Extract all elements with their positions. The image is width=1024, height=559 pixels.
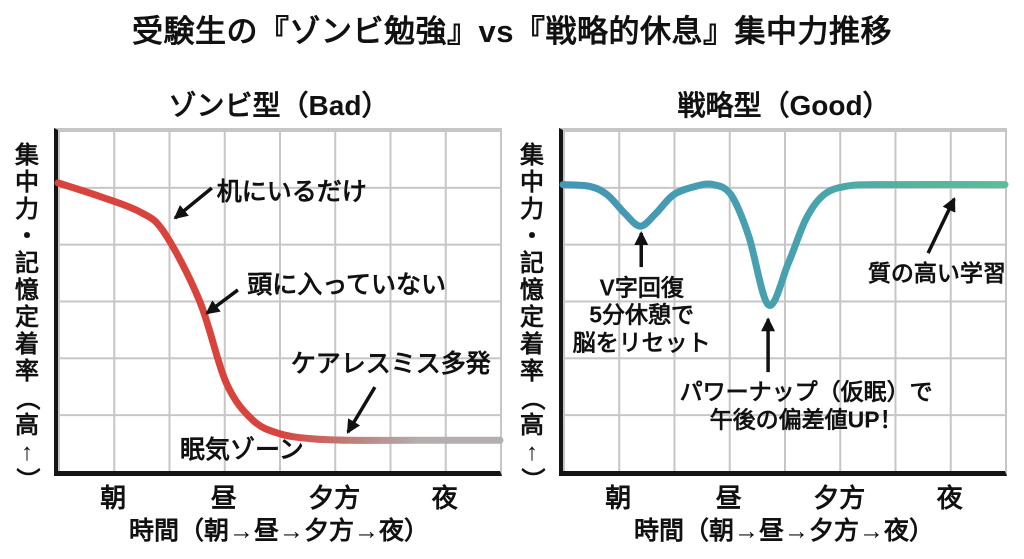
- annotation-line: 頭に入っていない: [247, 271, 447, 300]
- annotation-arrow: [173, 186, 213, 220]
- annotation-text: 質の高い学習: [868, 260, 1006, 288]
- y-axis-label-char: 定: [15, 304, 39, 331]
- annotation-text: 頭に入っていない: [247, 270, 446, 300]
- y-axis-label-char: ・: [15, 223, 39, 250]
- y-axis-label-char: 集: [15, 142, 39, 169]
- y-axis-label-char: 着: [520, 331, 544, 358]
- y-axis-label-char: 記: [520, 250, 544, 277]
- y-axis-label-char: ）: [518, 467, 546, 492]
- x-tick-2: 昼: [715, 483, 742, 513]
- concentration-line: [54, 179, 504, 444]
- y-axis-label-char: 集: [520, 142, 544, 169]
- y-axis-label: 集中力・記憶定着率（高 ↑）: [513, 142, 551, 493]
- x-axis-label: 時間（朝→昼→夕方→夜）: [128, 517, 429, 545]
- x-tick-2: 昼: [210, 483, 237, 513]
- y-axis-label-char: 率: [15, 358, 39, 385]
- annotations-layer: V字回復 5分休憩で 脳をリセットパワーナップ（仮眠）で 午後の偏差値UP！ 質の高い学…: [563, 130, 1006, 471]
- annotation-arrow: [926, 197, 956, 254]
- x-tick-4: 夜: [431, 483, 458, 513]
- x-tick-4: 夜: [936, 483, 963, 513]
- chart-panel-zombie: ゾンビ型（Bad） 集中力・記憶定着率（高 ↑） 机にいるだけ頭に入っていないケア…: [0, 80, 512, 552]
- plot-area: V字回復 5分休憩で 脳をリセットパワーナップ（仮眠）で 午後の偏差値UP！ 質の高い学…: [559, 128, 1009, 476]
- x-tick-3: 夕方: [813, 483, 866, 513]
- y-axis-label-char: 憶: [15, 277, 39, 304]
- annotation-line: パワーナップ（仮眠）で: [679, 378, 933, 405]
- x-tick-3: 夕方: [308, 483, 361, 513]
- y-axis-label-char: 高: [15, 412, 39, 439]
- line-chart-svg: [54, 179, 504, 444]
- annotation-line: V字回復: [599, 274, 684, 301]
- annotation-text: 眠気ゾーン: [180, 435, 304, 465]
- x-axis-label: 時間（朝→昼→夕方→夜）: [633, 517, 934, 545]
- y-axis-label-char: 定: [520, 304, 544, 331]
- y-axis-label-char: 力: [520, 196, 544, 223]
- y-axis-label-char: 中: [520, 169, 544, 196]
- page-title: 受験生の『ゾンビ勉強』vs『戦略的休息』集中力推移: [132, 14, 892, 49]
- y-axis-label-char: 力: [15, 196, 39, 223]
- y-axis-label-char: 着: [15, 331, 39, 358]
- x-axis-ticks: 朝 昼 夕方 夜: [563, 478, 1005, 513]
- y-axis-label-char: ↑: [21, 439, 33, 466]
- y-axis-label-char: ↑: [526, 439, 538, 466]
- y-axis-label-char: ・: [520, 223, 544, 250]
- chart-panel-strategic: 戦略型（Good） 集中力・記憶定着率（高 ↑） V字回復 5分休憩で 脳をリセットパ…: [505, 80, 1017, 552]
- y-axis-label-char: 憶: [520, 277, 544, 304]
- x-tick-1: 朝: [605, 483, 632, 513]
- y-axis-label-char: 中: [15, 169, 39, 196]
- plot-area: 机にいるだけ頭に入っていないケアレスミス多発眠気ゾーン: [54, 128, 504, 476]
- chart-title-zombie: ゾンビ型（Bad）: [168, 90, 390, 121]
- concentration-line: [559, 180, 1009, 309]
- y-axis-label-char: 高: [520, 412, 544, 439]
- annotation-line: 質の高い学習: [867, 260, 1006, 287]
- annotation-line: ケアレスミス多発: [290, 349, 491, 378]
- x-axis-ticks: 朝 昼 夕方 夜: [58, 478, 500, 513]
- line-chart-svg: [559, 180, 1009, 373]
- y-axis-label-char: ）: [13, 467, 41, 492]
- annotation-text: パワーナップ（仮眠）で 午後の偏差値UP！: [680, 379, 933, 434]
- y-axis-label: 集中力・記憶定着率（高 ↑）: [8, 142, 46, 493]
- annotation-arrow: [205, 288, 239, 315]
- annotation-text: ケアレスミス多発: [291, 349, 491, 379]
- y-axis-label-char: （: [13, 386, 41, 411]
- chart-title-strategic: 戦略型（Good）: [677, 90, 891, 121]
- annotation-line: 脳をリセット: [572, 329, 711, 356]
- annotation-arrow: [346, 386, 377, 434]
- annotation-text: 机にいるだけ: [217, 177, 367, 207]
- annotation-text: V字回復 5分休憩で 脳をリセット: [573, 274, 711, 357]
- y-axis-label-char: （: [518, 386, 546, 411]
- annotations-layer: 机にいるだけ頭に入っていないケアレスミス多発眠気ゾーン: [58, 130, 500, 471]
- annotation-line: 眠気ゾーン: [179, 435, 304, 464]
- annotation-line: 机にいるだけ: [216, 178, 367, 207]
- x-tick-1: 朝: [100, 483, 127, 513]
- y-axis-label-char: 記: [15, 250, 39, 277]
- annotation-line: 5分休憩で: [589, 302, 695, 329]
- annotation-line: 午後の偏差値UP！: [709, 406, 903, 433]
- y-axis-label-char: 率: [520, 358, 544, 385]
